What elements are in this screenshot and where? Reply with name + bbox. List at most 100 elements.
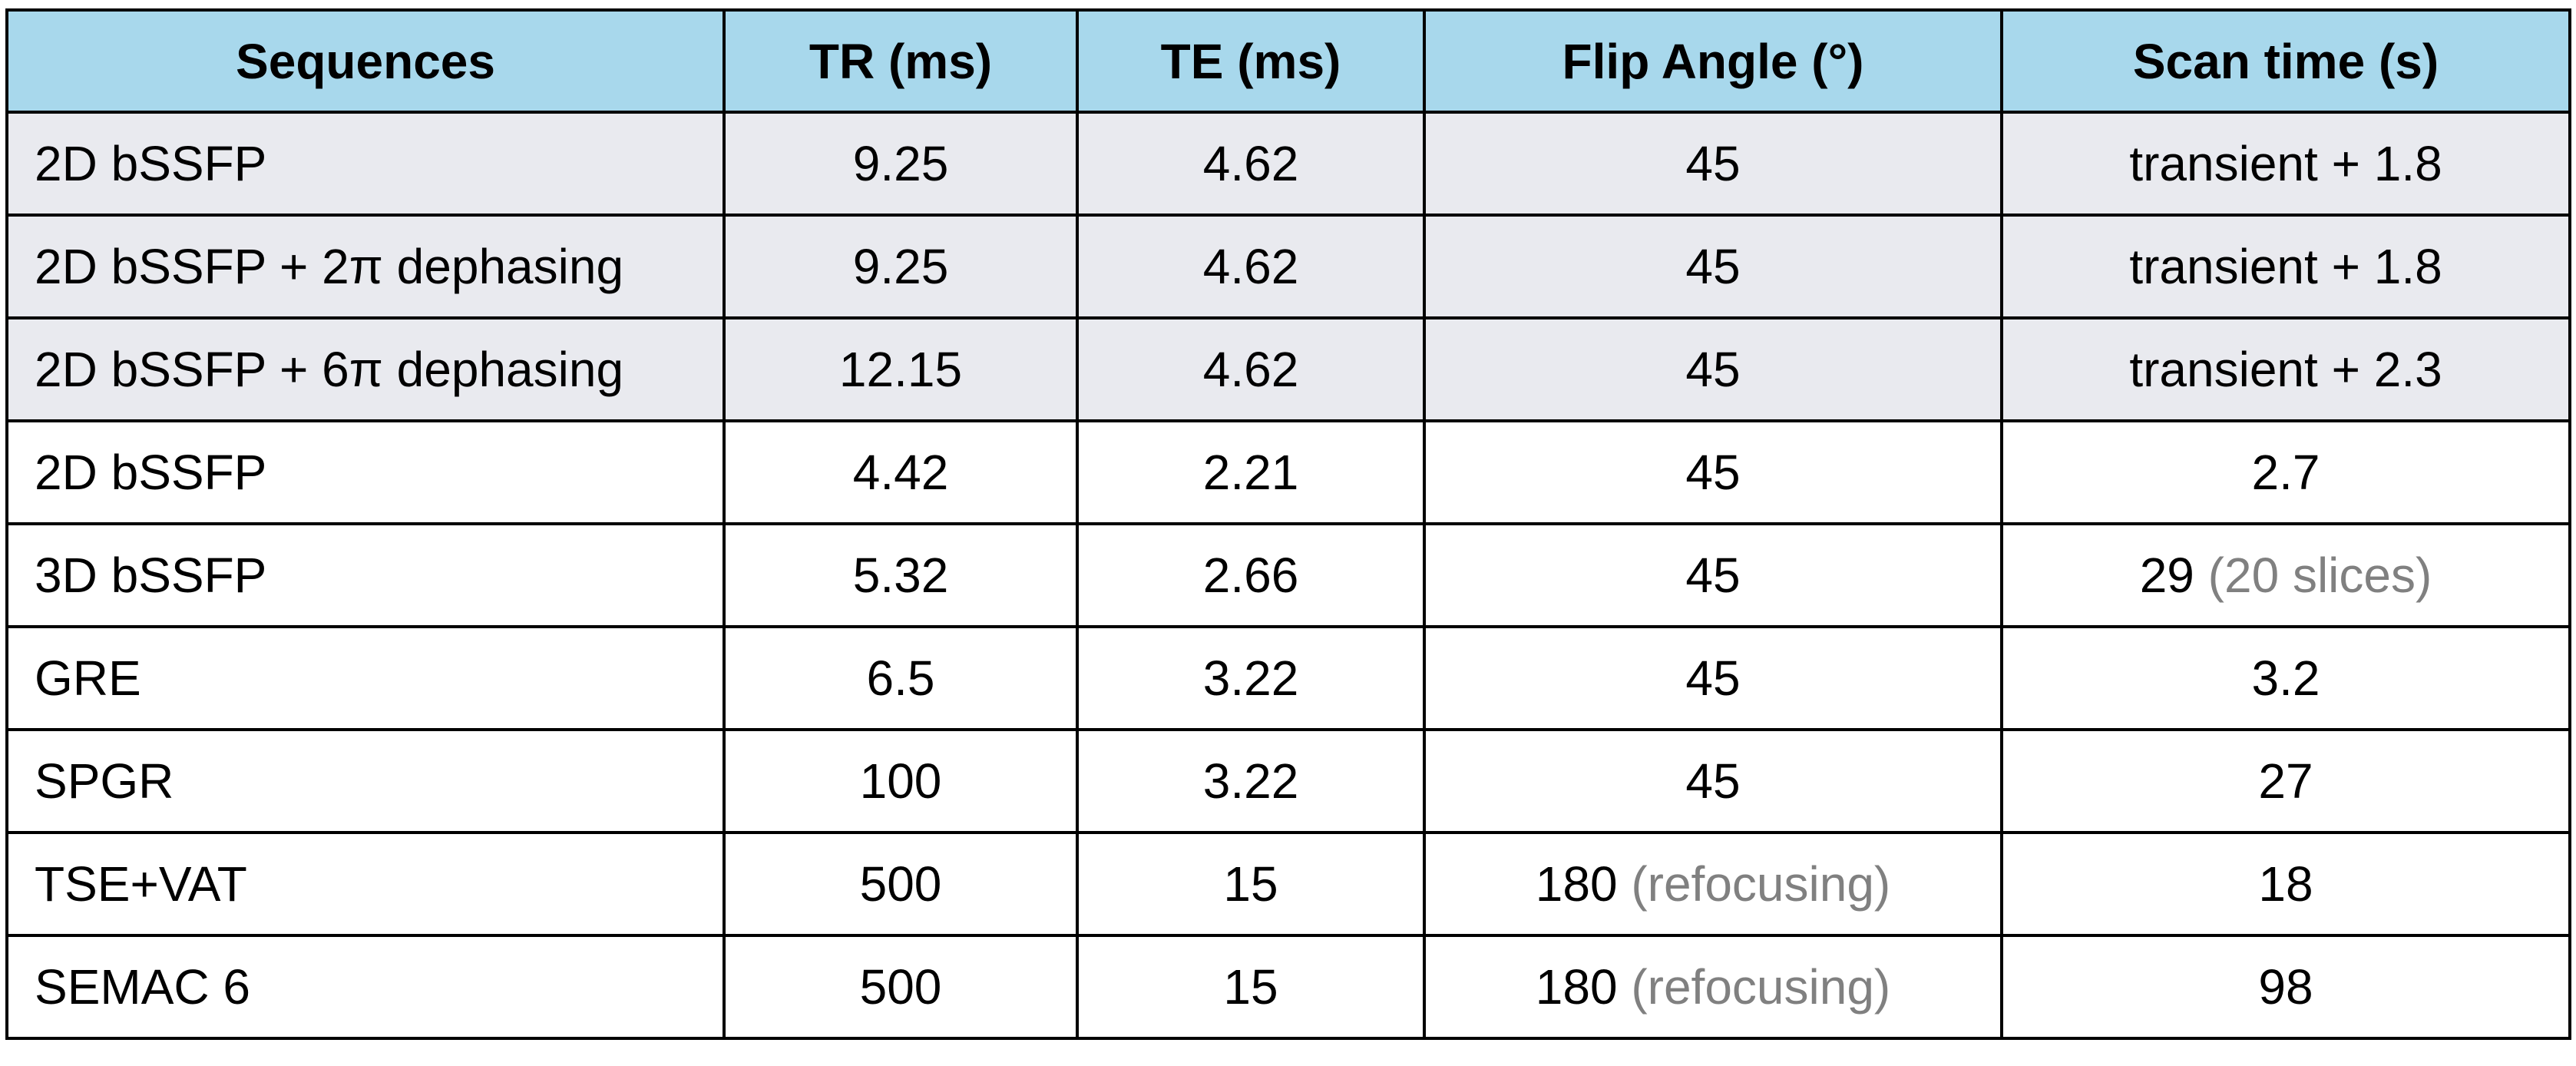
cell-flip-angle: 45 (1423, 522, 2003, 628)
cell-scan-time: 2.7 (2000, 419, 2571, 525)
scan-time-value: 2.7 (2251, 445, 2320, 500)
cell-sequence: TSE+VAT (5, 831, 726, 937)
tr-value: 9.25 (852, 239, 949, 294)
flip-angle-value: 180 (1535, 959, 1618, 1015)
cell-te: 2.66 (1076, 522, 1426, 628)
cell-te: 15 (1076, 934, 1426, 1040)
header-tr: TR (ms) (723, 8, 1079, 114)
cell-te: 2.21 (1076, 419, 1426, 525)
te-value: 3.22 (1202, 753, 1299, 809)
te-value: 2.66 (1202, 548, 1299, 603)
cell-sequence: 2D bSSFP + 2π dephasing (5, 214, 726, 319)
tr-value: 6.5 (866, 651, 935, 706)
sequence-parameters-table-container: Sequences TR (ms) TE (ms) Flip Angle (°)… (5, 8, 2571, 1040)
tr-value: 12.15 (838, 342, 963, 397)
cell-sequence: 2D bSSFP (5, 419, 726, 525)
scan-time-value: transient + 1.8 (2129, 136, 2442, 191)
table-row: 2D bSSFP 4.42 2.21 45 2.7 (5, 419, 2571, 525)
header-scan-time: Scan time (s) (2000, 8, 2571, 114)
flip-angle-value: 45 (1685, 342, 1741, 397)
tr-value: 4.42 (852, 445, 949, 500)
scan-time-value: 98 (2258, 959, 2313, 1015)
cell-sequence: 2D bSSFP (5, 111, 726, 217)
cell-te: 3.22 (1076, 625, 1426, 731)
te-value: 15 (1223, 856, 1278, 912)
table-header-row: Sequences TR (ms) TE (ms) Flip Angle (°)… (5, 8, 2571, 114)
sequence-parameters-table: Sequences TR (ms) TE (ms) Flip Angle (°)… (5, 8, 2571, 1040)
cell-scan-time: 27 (2000, 728, 2571, 834)
cell-tr: 100 (723, 728, 1079, 834)
cell-te: 15 (1076, 831, 1426, 937)
cell-flip-angle: 45 (1423, 419, 2003, 525)
cell-scan-time: transient + 1.8 (2000, 111, 2571, 217)
header-te: TE (ms) (1076, 8, 1426, 114)
te-value: 2.21 (1202, 445, 1299, 500)
cell-sequence: SEMAC 6 (5, 934, 726, 1040)
flip-angle-value: 45 (1685, 136, 1741, 191)
cell-flip-angle: 45 (1423, 316, 2003, 422)
sequence-name: SPGR (35, 753, 174, 809)
cell-flip-angle: 45 (1423, 625, 2003, 731)
sequence-name: 2D bSSFP (35, 445, 267, 500)
table-row: SPGR 100 3.22 45 27 (5, 728, 2571, 834)
cell-tr: 500 (723, 934, 1079, 1040)
flip-angle-value: 45 (1685, 753, 1741, 809)
tr-value: 500 (859, 856, 942, 912)
cell-tr: 4.42 (723, 419, 1079, 525)
tr-value: 100 (859, 753, 942, 809)
table-row: 2D bSSFP 9.25 4.62 45 transient + 1.8 (5, 111, 2571, 217)
cell-scan-time: transient + 2.3 (2000, 316, 2571, 422)
sequence-name: 2D bSSFP + 2π dephasing (35, 239, 624, 294)
cell-sequence: GRE (5, 625, 726, 731)
table-row: TSE+VAT 500 15 180 (refocusing) 18 (5, 831, 2571, 937)
cell-te: 4.62 (1076, 316, 1426, 422)
cell-scan-time: 3.2 (2000, 625, 2571, 731)
cell-flip-angle: 45 (1423, 728, 2003, 834)
cell-te: 4.62 (1076, 214, 1426, 319)
scan-time-value: 29 (2139, 548, 2194, 603)
table-row: 3D bSSFP 5.32 2.66 45 29 (20 slices) (5, 522, 2571, 628)
flip-angle-value: 45 (1685, 651, 1741, 706)
cell-sequence: 2D bSSFP + 6π dephasing (5, 316, 726, 422)
table-body: 2D bSSFP 9.25 4.62 45 transient + 1.8 2D bSSF… (5, 111, 2571, 1040)
sequence-name: SEMAC 6 (35, 959, 250, 1015)
table-row: 2D bSSFP + 2π dephasing 9.25 4.62 45 transie… (5, 214, 2571, 319)
te-value: 15 (1223, 959, 1278, 1015)
flip-angle-value: 45 (1685, 239, 1741, 294)
cell-scan-time: 18 (2000, 831, 2571, 937)
cell-scan-time: 98 (2000, 934, 2571, 1040)
flip-angle-value: 45 (1685, 445, 1741, 500)
scan-time-value: transient + 1.8 (2129, 239, 2442, 294)
scan-time-value: transient + 2.3 (2129, 342, 2442, 397)
flip-angle-value: 45 (1685, 548, 1741, 603)
cell-flip-angle: 45 (1423, 111, 2003, 217)
cell-tr: 6.5 (723, 625, 1079, 731)
tr-value: 9.25 (852, 136, 949, 191)
te-value: 3.22 (1202, 651, 1299, 706)
cell-tr: 9.25 (723, 214, 1079, 319)
table-row: SEMAC 6 500 15 180 (refocusing) 98 (5, 934, 2571, 1040)
sequence-name: 2D bSSFP + 6π dephasing (35, 342, 624, 397)
flip-angle-note: (refocusing) (1631, 959, 1891, 1015)
cell-tr: 9.25 (723, 111, 1079, 217)
flip-angle-note: (refocusing) (1631, 856, 1891, 912)
cell-sequence: SPGR (5, 728, 726, 834)
header-sequences: Sequences (5, 8, 726, 114)
scan-time-value: 27 (2258, 753, 2313, 809)
sequence-name: 3D bSSFP (35, 548, 267, 603)
tr-value: 500 (859, 959, 942, 1015)
cell-flip-angle: 180 (refocusing) (1423, 934, 2003, 1040)
te-value: 4.62 (1202, 342, 1299, 397)
cell-tr: 500 (723, 831, 1079, 937)
scan-time-value: 18 (2258, 856, 2313, 912)
flip-angle-value: 180 (1535, 856, 1618, 912)
tr-value: 5.32 (852, 548, 949, 603)
sequence-name: 2D bSSFP (35, 136, 267, 191)
cell-scan-time: 29 (20 slices) (2000, 522, 2571, 628)
cell-tr: 5.32 (723, 522, 1079, 628)
sequence-name: GRE (35, 651, 141, 706)
cell-sequence: 3D bSSFP (5, 522, 726, 628)
sequence-name: TSE+VAT (35, 856, 247, 912)
cell-te: 4.62 (1076, 111, 1426, 217)
header-flip-angle: Flip Angle (°) (1423, 8, 2003, 114)
